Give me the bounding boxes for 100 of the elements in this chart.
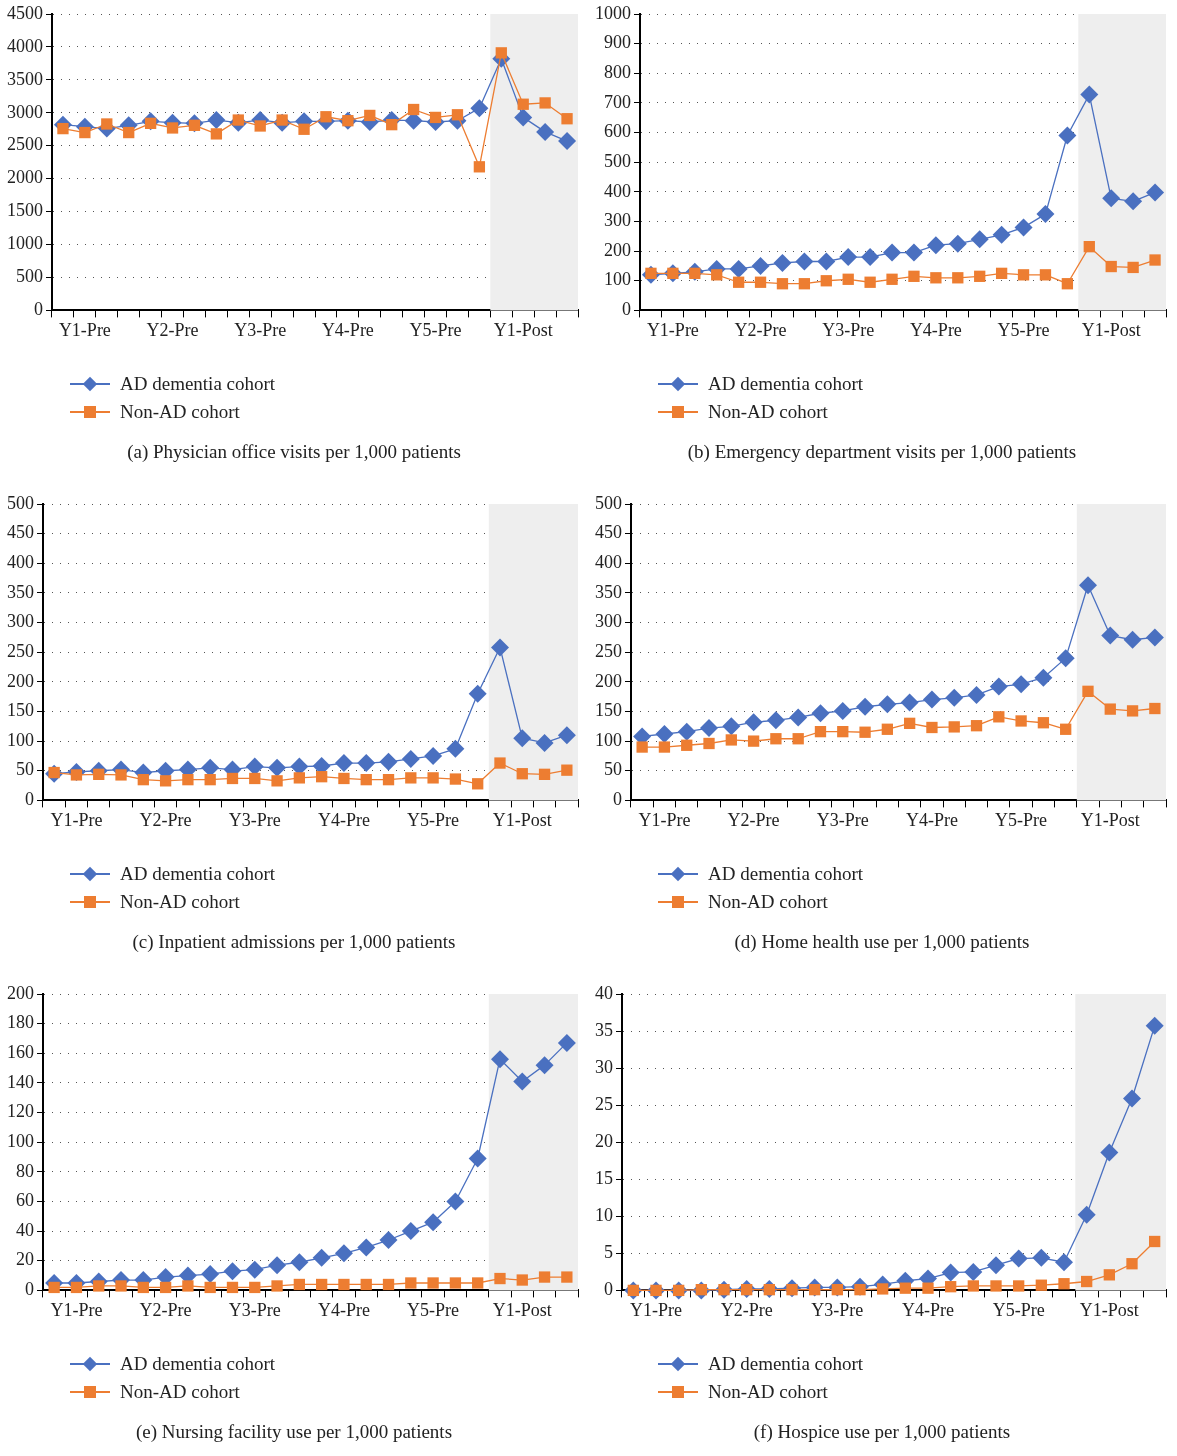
point — [516, 1274, 528, 1286]
x-tick-label: Y2-Pre — [734, 319, 787, 340]
point — [811, 704, 830, 723]
point — [1149, 254, 1161, 266]
point — [320, 111, 332, 123]
point — [379, 752, 398, 771]
text: (b) Emergency department visits per 1,000 patients — [686, 441, 1078, 463]
point — [766, 711, 785, 730]
point — [405, 1277, 417, 1289]
point — [1124, 192, 1143, 211]
point — [424, 1213, 443, 1232]
x-tick-label: Y5-Pre — [997, 319, 1050, 340]
x-tick-label: Y2-Pre — [727, 809, 780, 830]
x-tick-label: Y1-Post — [1081, 319, 1141, 340]
point — [1103, 1269, 1115, 1281]
point — [861, 248, 880, 267]
point — [123, 126, 135, 139]
x-tick-label: Y2-Pre — [139, 1299, 192, 1320]
y-tick-label: 4500 — [7, 2, 43, 23]
y-tick-label: 400 — [7, 552, 34, 573]
point — [993, 711, 1005, 723]
point — [899, 1282, 911, 1294]
point — [490, 638, 509, 657]
point — [992, 225, 1011, 244]
point — [1012, 675, 1031, 694]
point — [424, 746, 443, 765]
point — [473, 161, 486, 173]
legend-label: AD dementia cohort — [708, 1353, 864, 1375]
y-tick-label: 50 — [604, 759, 622, 780]
y-tick-label: 450 — [7, 522, 34, 543]
point — [204, 774, 216, 786]
point — [1077, 1205, 1096, 1224]
x-tick-label: Y3-Pre — [822, 319, 875, 340]
x-tick-label: Y1-Post — [1080, 809, 1140, 830]
point — [922, 690, 941, 709]
point — [226, 1281, 239, 1294]
point — [472, 1277, 484, 1289]
point — [681, 739, 693, 751]
y-tick-label: 80 — [16, 1160, 34, 1181]
point — [1102, 189, 1121, 208]
point — [207, 111, 226, 130]
y-tick-label: 600 — [604, 121, 631, 142]
point — [513, 1072, 532, 1091]
legend-label: Non-AD cohort — [120, 1381, 240, 1403]
point — [405, 772, 417, 784]
point — [101, 118, 113, 130]
y-tick-label: 350 — [7, 581, 34, 602]
point — [900, 693, 919, 712]
point — [856, 697, 875, 716]
point — [1146, 183, 1165, 202]
point — [401, 749, 420, 768]
x-tick-label: Y4-Pre — [909, 319, 962, 340]
point — [1127, 261, 1139, 274]
y-tick-label: 200 — [7, 670, 34, 691]
x-tick-label: Y5-Pre — [995, 809, 1048, 830]
point — [293, 1278, 306, 1291]
y-tick-label: 120 — [7, 1101, 34, 1122]
text: (d) Home health use per 1,000 patients — [733, 931, 1031, 953]
point — [945, 1281, 957, 1293]
point — [1013, 1280, 1025, 1292]
point — [539, 97, 551, 109]
point — [1100, 1143, 1119, 1162]
point — [271, 775, 283, 787]
point — [382, 774, 395, 786]
point — [732, 276, 745, 288]
point — [93, 1280, 105, 1292]
point — [468, 684, 487, 703]
point — [315, 1278, 328, 1291]
x-tick-label: Y3-Pre — [234, 319, 287, 340]
point — [449, 773, 462, 785]
point — [293, 772, 306, 784]
point — [334, 1244, 353, 1263]
point — [817, 252, 836, 271]
y-tick-label: 35 — [595, 1019, 613, 1040]
y-tick-label: 3000 — [7, 101, 43, 122]
y-tick-label: 200 — [604, 239, 631, 260]
y-tick-label: 20 — [16, 1249, 34, 1270]
point — [1061, 278, 1074, 290]
point — [1078, 576, 1097, 595]
point — [1035, 1279, 1047, 1291]
point — [658, 741, 671, 753]
point — [223, 1262, 242, 1281]
point — [535, 733, 554, 752]
y-tick-label: 20 — [595, 1130, 613, 1151]
point — [948, 234, 967, 253]
point — [48, 1281, 60, 1294]
point — [820, 275, 832, 287]
point — [182, 774, 194, 786]
point — [967, 1280, 979, 1292]
point — [249, 1281, 261, 1294]
x-tick-label: Y1-Pre — [638, 809, 691, 830]
point — [926, 236, 945, 255]
point — [558, 132, 577, 151]
point — [700, 719, 719, 738]
point — [967, 685, 986, 704]
point — [429, 111, 442, 124]
x-tick-label: Y1-Pre — [646, 319, 699, 340]
point — [470, 99, 489, 118]
point — [839, 248, 858, 267]
y-tick-label: 400 — [604, 180, 631, 201]
